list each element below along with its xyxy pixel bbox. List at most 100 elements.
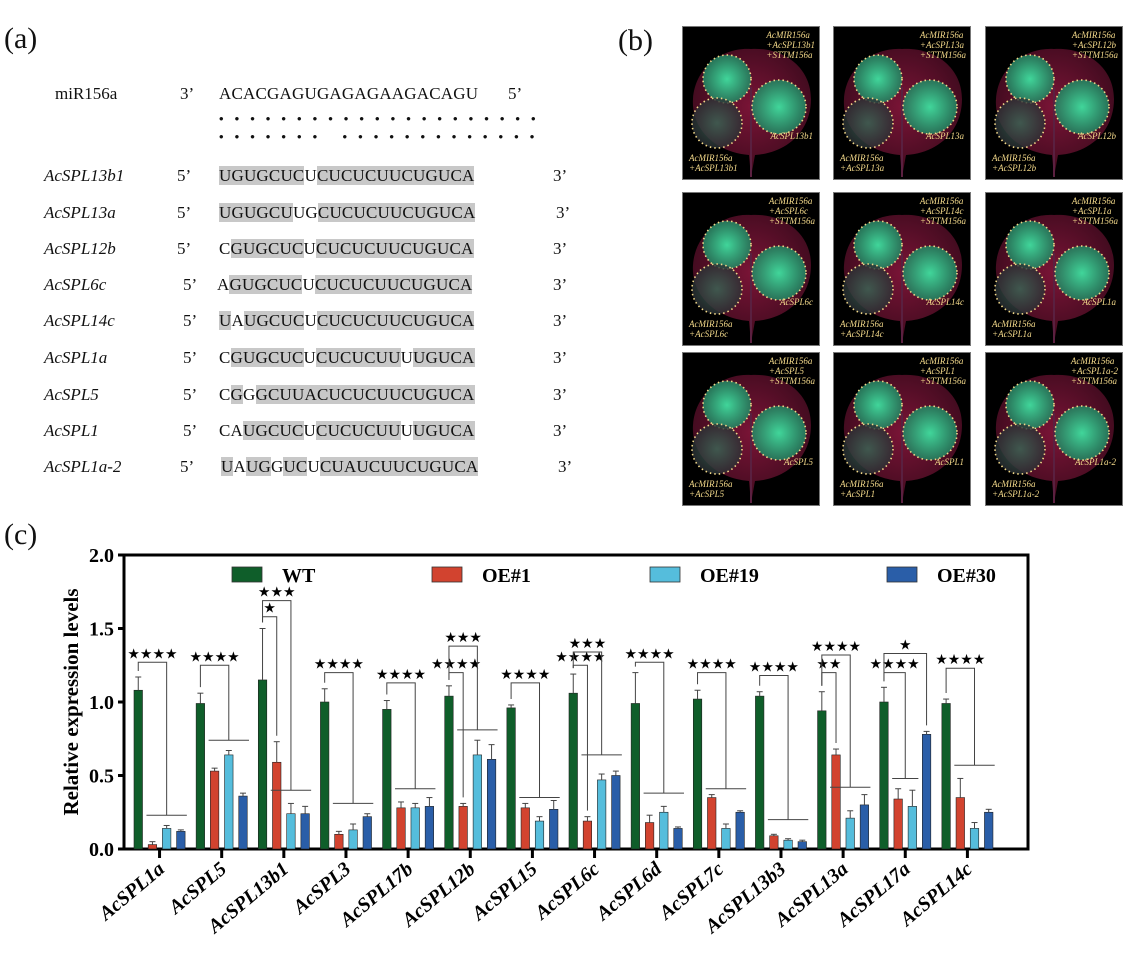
infiltration-spot-left (842, 97, 894, 149)
paired-segment: CUCUCUU (316, 348, 401, 367)
leaf-label-top: AcMIR156a +AcSPL1 +STTM156a (920, 356, 966, 386)
significance-label: ★★★★ (314, 657, 364, 673)
legend-swatch (431, 566, 463, 583)
target-row: AcSPL5 5’ CGGGCUUACUCUCUUCUGUCA 3’ (0, 385, 580, 409)
significance-label: ★★★★ (811, 639, 861, 655)
bar-wt (382, 709, 392, 850)
leaf-label-bottom-line: AcMIR156a (992, 153, 1036, 163)
mismatch-segment: U (302, 275, 315, 294)
leaf-label-top-line: +AcSPL14c (919, 206, 964, 216)
significance-bracket (759, 675, 789, 820)
paired-segment: GUGCUC (230, 348, 304, 367)
target-left-end: 5’ (180, 457, 195, 476)
target-row: AcSPL12b 5’ CGUGCUCUCUCUCUUCUGUCA 3’ (0, 239, 580, 263)
mismatch-segment: A (231, 311, 244, 330)
y-axis-label: Relative expression levels (59, 588, 83, 815)
bar-oe1 (334, 833, 344, 850)
mismatch-segment: U (400, 421, 414, 440)
leaf-label-bottom: AcMIR156a +AcSPL12b (992, 153, 1036, 173)
target-left-end: 5’ (183, 311, 198, 330)
bar-oe30 (424, 806, 434, 850)
mismatch-segment: U (307, 457, 320, 476)
bar-oe19 (224, 754, 234, 850)
leaf-photo (994, 48, 1114, 177)
leaf-label-top-line: +STTM156a (768, 216, 815, 226)
target-sequence: CGUGCUCUCUCUCUUUUGUCA (219, 348, 475, 368)
target-right-end: 3’ (553, 166, 568, 185)
target-right-end: 3’ (553, 348, 568, 367)
bar-oe30 (673, 828, 683, 850)
target-left-end: 5’ (177, 203, 192, 222)
leaf-label-top-line: AcMIR156a (919, 30, 964, 40)
leaf-label-bottom-line: +AcSPL13a (840, 163, 885, 173)
y-tick-label: 0.0 (89, 839, 114, 861)
leaf-label-bottom-line: +AcSPL14c (840, 329, 884, 339)
mismatch-segment: U (303, 239, 317, 258)
significance-bracket (137, 661, 168, 816)
leaf-label-right: AcSPL13a (926, 131, 964, 141)
mirna-left-end: 3’ (180, 84, 195, 103)
leaf-label-top-line: +STTM156a (1071, 216, 1118, 226)
leaf-label-bottom-line: AcMIR156a (689, 153, 733, 163)
target-row: AcSPL13b1 5’ UGUGCUCUCUCUCUUCUGUCA 3’ (0, 166, 580, 190)
target-right-end: 3’ (553, 385, 568, 404)
target-row: AcSPL6c 5’ AGUGCUCUCUCUCUUCUGUCA 3’ (0, 275, 580, 299)
significance-label: ★★★ (444, 630, 482, 646)
significance-label: ★★★★ (500, 667, 550, 683)
leaf-label-right-line: AcSPL6c (780, 297, 813, 307)
legend-swatch (649, 566, 681, 583)
mismatch-segment: A (233, 457, 246, 476)
infiltration-spot-left (842, 423, 894, 475)
infiltration-spot-top (702, 54, 752, 104)
leaf-image: AcMIR156a +AcSPL14c +STTM156a AcSPL14c AcMIR… (833, 192, 971, 346)
infiltration-spot-right (751, 245, 807, 301)
significance-bracket (199, 664, 230, 741)
paired-segment: GUGCUC (229, 275, 303, 294)
bar-oe19 (969, 828, 980, 850)
leaf-label-top: AcMIR156a +AcSPL12b +STTM156a (1072, 30, 1118, 60)
mismatch-segment: U (303, 348, 317, 367)
infiltration-spot-right (1054, 245, 1110, 301)
y-tick-label: 1.0 (89, 692, 114, 714)
bar-oe30 (238, 795, 248, 850)
mismatch-segment: UG (292, 203, 318, 222)
leaf-label-bottom-line: +AcSPL1a (992, 329, 1032, 339)
target-name: AcSPL13b1 (44, 166, 125, 185)
significance-label: ★★★ (569, 636, 607, 652)
leaf-label-top-line: +AcSPL1a (1071, 206, 1112, 216)
leaf-label-right-line: AcSPL5 (784, 457, 813, 467)
target-sequence: AGUGCUCUCUCUCUUCUGUCA (217, 275, 473, 295)
paired-segment: G (230, 385, 244, 404)
significance-bracket (262, 600, 292, 791)
leaf-label-bottom-line: AcMIR156a (840, 153, 884, 163)
bar-oe30 (176, 831, 186, 850)
significance-bracket (945, 667, 976, 766)
target-right-end: 3’ (558, 457, 573, 476)
paired-segment: UGUCA (413, 421, 475, 440)
leaf-label-top: AcMIR156a +AcSPL5 +STTM156a (769, 356, 815, 386)
bar-oe1 (147, 844, 157, 850)
bar-oe1 (769, 835, 779, 850)
leaf-image: AcMIR156a +AcSPL12b +STTM156a AcSPL12b AcMIR… (985, 26, 1123, 180)
x-tick-label: AcSPL6d (591, 857, 667, 926)
legend-label: OE#19 (700, 565, 759, 587)
significance-bracket (883, 652, 928, 726)
infiltration-spot-left (994, 423, 1046, 475)
target-right-end: 3’ (553, 239, 568, 258)
bar-oe19 (659, 811, 669, 850)
leaf-label-right-line: AcSPL1a-2 (1075, 457, 1116, 467)
infiltration-spot-top (702, 220, 752, 270)
paired-segment: UGCUC (243, 421, 304, 440)
infiltration-spot-left (691, 423, 743, 475)
leaf-label-top: AcMIR156a +AcSPL6c +STTM156a (769, 196, 815, 226)
leaf-image: AcMIR156a +AcSPL13b1 +STTM156a AcSPL13b1 AcM… (682, 26, 820, 180)
mismatch-segment: C (219, 239, 231, 258)
target-name: AcSPL14c (44, 311, 115, 330)
leaf-image: AcMIR156a +AcSPL6c +STTM156a AcSPL6c AcMIR15… (682, 192, 820, 346)
target-sequence: CGUGCUCUCUCUCUUCUGUCA (219, 239, 474, 259)
pairing-dots-top: • • • • • • • • • • • • • • • • • • • • … (219, 111, 540, 126)
bar-wt (755, 695, 765, 850)
leaf-label-top-line: AcMIR156a (768, 196, 813, 206)
legend-swatch (231, 566, 263, 583)
bar-oe30 (611, 775, 621, 850)
